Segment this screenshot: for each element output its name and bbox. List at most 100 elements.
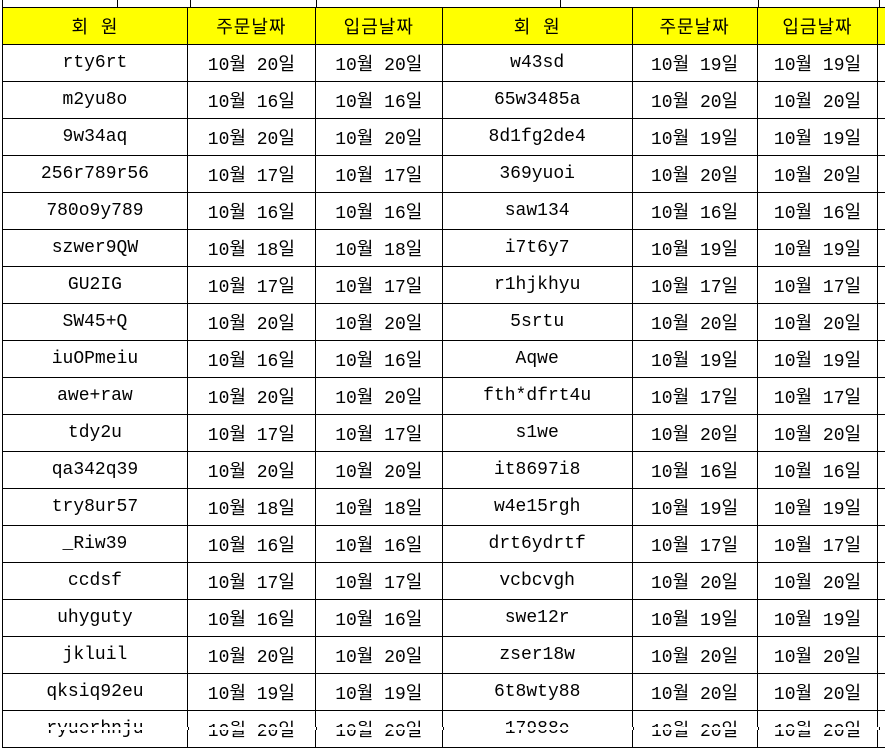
- deposit-date-cell[interactable]: 10월 16일: [315, 82, 442, 119]
- member-cell[interactable]: try8ur57: [3, 489, 188, 526]
- member-cell[interactable]: uhyguty: [3, 600, 188, 637]
- member-cell[interactable]: drt6ydrtf: [442, 526, 632, 563]
- member-cell[interactable]: rty6rt: [3, 45, 188, 82]
- order-date-cell[interactable]: 10월 20일: [632, 563, 757, 600]
- header-order-right[interactable]: 주문날짜: [632, 8, 757, 45]
- deposit-date-cell[interactable]: 10월 20일: [757, 304, 878, 341]
- member-cell[interactable]: tdy2u: [3, 415, 188, 452]
- header-deposit-left[interactable]: 입금날짜: [315, 8, 442, 45]
- deposit-date-cell[interactable]: 10월 17일: [315, 156, 442, 193]
- deposit-date-cell[interactable]: 10월 19일: [315, 674, 442, 711]
- order-date-cell[interactable]: 10월 20일: [632, 82, 757, 119]
- member-cell[interactable]: r1hjkhyu: [442, 267, 632, 304]
- deposit-date-cell[interactable]: 10월 16일: [315, 526, 442, 563]
- deposit-date-cell[interactable]: 10월 16일: [315, 600, 442, 637]
- deposit-date-cell[interactable]: 10월 17일: [757, 526, 878, 563]
- order-date-cell[interactable]: 10월 16일: [632, 452, 757, 489]
- order-date-cell[interactable]: 10월 17일: [632, 378, 757, 415]
- order-date-cell[interactable]: 10월 20일: [187, 304, 315, 341]
- header-order-left[interactable]: 주문날짜: [187, 8, 315, 45]
- deposit-date-cell[interactable]: 10월 19일: [757, 119, 878, 156]
- member-cell[interactable]: m2yu8o: [3, 82, 188, 119]
- member-cell[interactable]: awe+raw: [3, 378, 188, 415]
- deposit-date-cell[interactable]: 10월 20일: [757, 82, 878, 119]
- order-date-cell[interactable]: 10월 20일: [187, 378, 315, 415]
- deposit-date-cell[interactable]: 10월 16일: [315, 193, 442, 230]
- order-date-cell[interactable]: 10월 20일: [187, 45, 315, 82]
- member-cell[interactable]: 8d1fg2de4: [442, 119, 632, 156]
- order-date-cell[interactable]: 10월 16일: [187, 600, 315, 637]
- order-date-cell[interactable]: 10월 16일: [187, 82, 315, 119]
- member-cell[interactable]: 780o9y789: [3, 193, 188, 230]
- member-cell[interactable]: vcbcvgh: [442, 563, 632, 600]
- member-cell[interactable]: qksiq92eu: [3, 674, 188, 711]
- deposit-date-cell[interactable]: 10월 20일: [757, 563, 878, 600]
- member-cell[interactable]: i7t6y7: [442, 230, 632, 267]
- order-date-cell[interactable]: 10월 20일: [187, 637, 315, 674]
- order-date-cell[interactable]: 10월 18일: [187, 230, 315, 267]
- order-date-cell[interactable]: 10월 17일: [187, 156, 315, 193]
- member-cell[interactable]: 369yuoi: [442, 156, 632, 193]
- order-date-cell[interactable]: 10월 16일: [632, 193, 757, 230]
- member-cell[interactable]: szwer9QW: [3, 230, 188, 267]
- deposit-date-cell[interactable]: 10월 20일: [757, 674, 878, 711]
- member-cell[interactable]: iuOPmeiu: [3, 341, 188, 378]
- deposit-date-cell[interactable]: 10월 18일: [315, 489, 442, 526]
- order-date-cell[interactable]: 10월 20일: [632, 674, 757, 711]
- order-date-cell[interactable]: 10월 17일: [632, 526, 757, 563]
- deposit-date-cell[interactable]: 10월 20일: [315, 304, 442, 341]
- deposit-date-cell[interactable]: 10월 19일: [757, 600, 878, 637]
- member-cell[interactable]: 9w34aq: [3, 119, 188, 156]
- order-date-cell[interactable]: 10월 20일: [632, 415, 757, 452]
- member-cell[interactable]: fth*dfrt4u: [442, 378, 632, 415]
- order-date-cell[interactable]: 10월 19일: [632, 119, 757, 156]
- deposit-date-cell[interactable]: 10월 20일: [757, 156, 878, 193]
- order-date-cell[interactable]: 10월 16일: [187, 193, 315, 230]
- member-cell[interactable]: ccdsf: [3, 563, 188, 600]
- order-date-cell[interactable]: 10월 20일: [632, 637, 757, 674]
- deposit-date-cell[interactable]: 10월 17일: [757, 378, 878, 415]
- member-cell[interactable]: 65w3485a: [442, 82, 632, 119]
- order-date-cell[interactable]: 10월 19일: [187, 674, 315, 711]
- deposit-date-cell[interactable]: 10월 16일: [757, 452, 878, 489]
- order-date-cell[interactable]: 10월 19일: [632, 230, 757, 267]
- member-cell[interactable]: 6t8wty88: [442, 674, 632, 711]
- header-member-right[interactable]: 회 원: [442, 8, 632, 45]
- order-date-cell[interactable]: 10월 18일: [187, 489, 315, 526]
- deposit-date-cell[interactable]: 10월 17일: [315, 415, 442, 452]
- member-cell[interactable]: w43sd: [442, 45, 632, 82]
- member-cell[interactable]: w4e15rgh: [442, 489, 632, 526]
- order-date-cell[interactable]: 10월 17일: [187, 415, 315, 452]
- order-date-cell[interactable]: 10월 16일: [187, 526, 315, 563]
- order-date-cell[interactable]: 10월 17일: [187, 267, 315, 304]
- deposit-date-cell[interactable]: 10월 17일: [757, 267, 878, 304]
- member-cell[interactable]: SW45+Q: [3, 304, 188, 341]
- order-date-cell[interactable]: 10월 20일: [187, 452, 315, 489]
- member-cell[interactable]: it8697i8: [442, 452, 632, 489]
- order-date-cell[interactable]: 10월 19일: [632, 341, 757, 378]
- member-cell[interactable]: jkluil: [3, 637, 188, 674]
- member-cell[interactable]: saw134: [442, 193, 632, 230]
- member-cell[interactable]: qa342q39: [3, 452, 188, 489]
- member-cell[interactable]: 256r789r56: [3, 156, 188, 193]
- member-cell[interactable]: zser18w: [442, 637, 632, 674]
- order-date-cell[interactable]: 10월 20일: [632, 156, 757, 193]
- member-cell[interactable]: s1we: [442, 415, 632, 452]
- order-date-cell[interactable]: 10월 19일: [632, 489, 757, 526]
- member-cell[interactable]: swe12r: [442, 600, 632, 637]
- deposit-date-cell[interactable]: 10월 17일: [315, 563, 442, 600]
- deposit-date-cell[interactable]: 10월 20일: [757, 637, 878, 674]
- order-date-cell[interactable]: 10월 16일: [187, 341, 315, 378]
- deposit-date-cell[interactable]: 10월 19일: [757, 45, 878, 82]
- order-date-cell[interactable]: 10월 17일: [187, 563, 315, 600]
- deposit-date-cell[interactable]: 10월 20일: [315, 637, 442, 674]
- order-date-cell[interactable]: 10월 17일: [632, 267, 757, 304]
- deposit-date-cell[interactable]: 10월 18일: [315, 230, 442, 267]
- order-date-cell[interactable]: 10월 19일: [632, 600, 757, 637]
- deposit-date-cell[interactable]: 10월 16일: [315, 341, 442, 378]
- member-cell[interactable]: _Riw39: [3, 526, 188, 563]
- order-date-cell[interactable]: 10월 19일: [632, 45, 757, 82]
- order-date-cell[interactable]: 10월 20일: [632, 304, 757, 341]
- deposit-date-cell[interactable]: 10월 19일: [757, 230, 878, 267]
- deposit-date-cell[interactable]: 10월 20일: [757, 415, 878, 452]
